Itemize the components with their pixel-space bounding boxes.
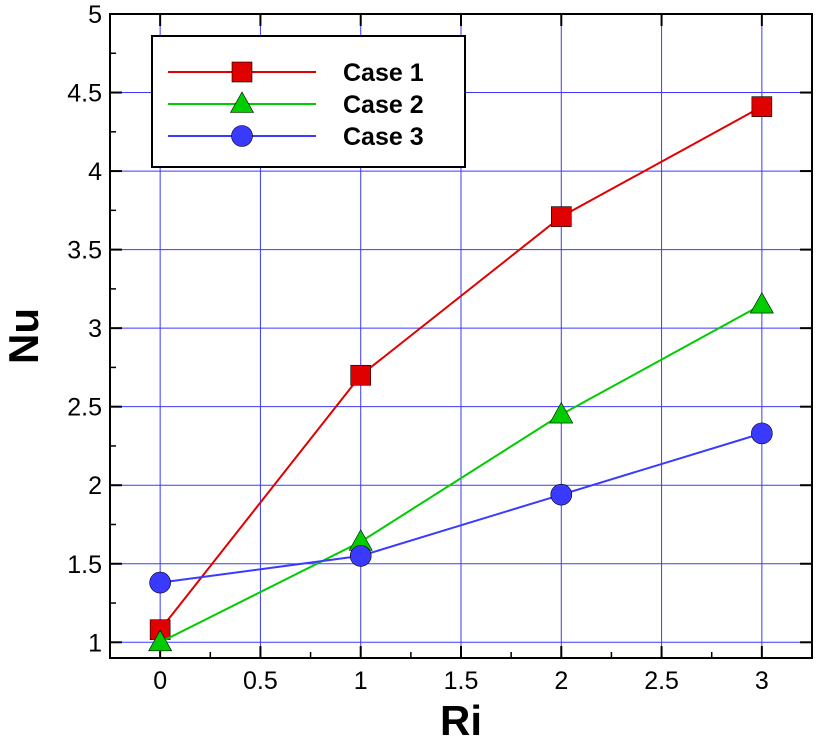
data-point xyxy=(751,96,773,117)
series-2 xyxy=(148,291,774,652)
legend-item: Case 1 xyxy=(168,59,424,87)
y-tick-label: 1 xyxy=(88,629,102,657)
legend-item: Case 3 xyxy=(168,123,424,151)
x-tick-label: 3 xyxy=(755,667,769,695)
series-line xyxy=(159,303,763,644)
x-tick-label: 1.5 xyxy=(444,667,479,695)
x-tick-label: 0 xyxy=(153,667,167,695)
data-point xyxy=(149,571,171,594)
legend-label: Case 1 xyxy=(343,59,424,87)
x-tick-label: 1 xyxy=(354,667,368,695)
legend-marker xyxy=(231,61,253,83)
x-tick-label: 0.5 xyxy=(243,667,278,695)
y-tick-label: 4 xyxy=(88,158,102,186)
data-point xyxy=(550,483,573,506)
series-line xyxy=(159,105,763,631)
y-tick-label: 1.5 xyxy=(67,551,102,579)
data-point xyxy=(350,364,372,386)
y-tick-label: 5 xyxy=(88,1,102,29)
plot-frame xyxy=(109,13,813,659)
data-point xyxy=(349,545,372,567)
tick-labels: 0 0.5 1 1.5 2 2.5 3 1 1.5 2 2.5 3 3.5 4 4.5 5 xyxy=(67,1,769,695)
y-tick-label: 2 xyxy=(88,472,102,500)
data-point xyxy=(751,422,773,445)
data-point xyxy=(148,629,173,652)
x-axis-title: Ri xyxy=(440,697,482,743)
x-tick-label: 2.5 xyxy=(644,667,679,695)
x-tick-label: 2 xyxy=(554,667,568,695)
series-layer xyxy=(148,96,774,652)
legend-marker xyxy=(231,125,253,147)
y-tick-label: 3 xyxy=(88,315,102,343)
series-3 xyxy=(149,422,773,594)
y-tick-label: 4.5 xyxy=(67,80,102,108)
y-tick-label: 3.5 xyxy=(67,237,102,265)
data-point xyxy=(749,291,774,314)
data-point xyxy=(549,401,574,424)
y-axis-title: Nu xyxy=(0,308,47,364)
legend-label: Case 3 xyxy=(343,123,424,151)
legend-box xyxy=(151,35,466,168)
data-point xyxy=(550,206,572,227)
legend-item: Case 2 xyxy=(168,91,424,119)
legend-label: Case 2 xyxy=(343,91,424,119)
legend: Case 1 Case 2 Case 3 xyxy=(151,35,466,168)
y-tick-label: 2.5 xyxy=(67,394,102,422)
legend-marker xyxy=(229,91,255,113)
series-line xyxy=(160,432,763,584)
